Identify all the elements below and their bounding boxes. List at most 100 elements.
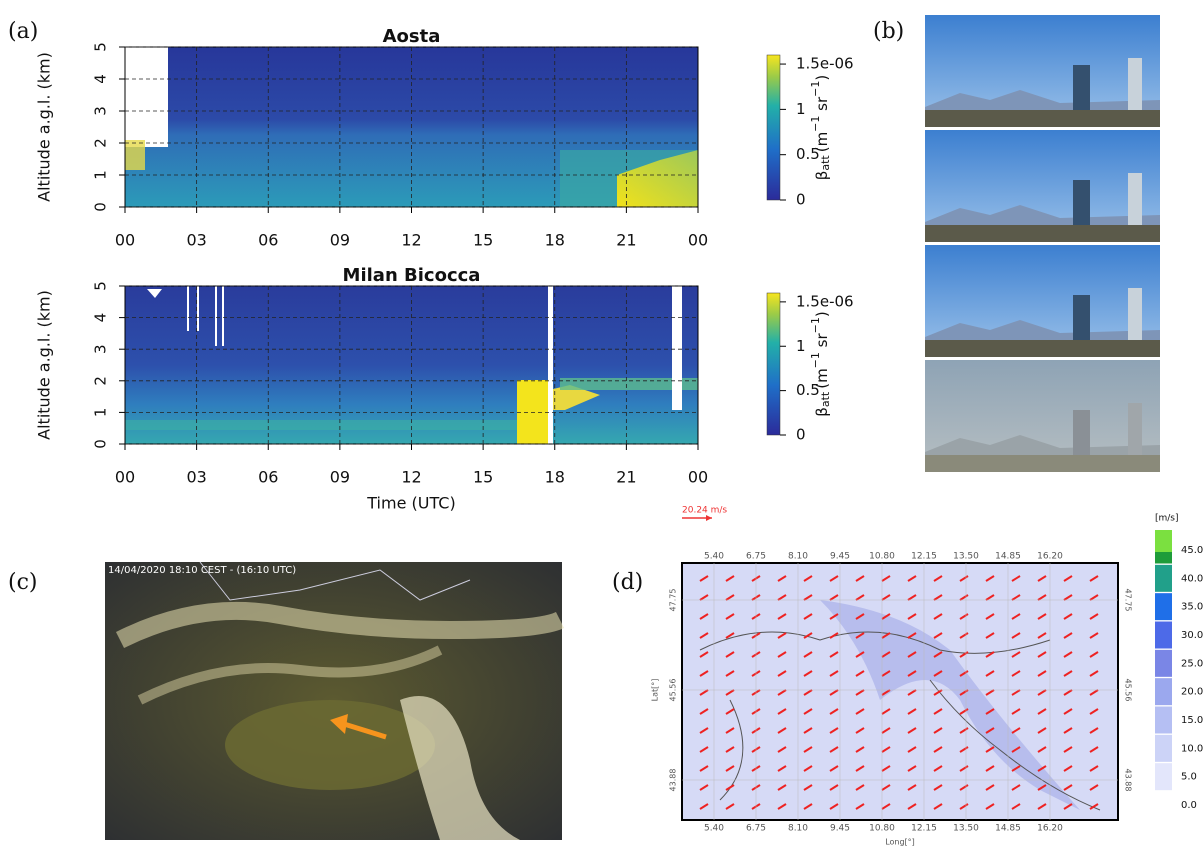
colorbar-tick-label: 40.0	[1181, 573, 1203, 584]
colorbar-tick-label: 0.0	[1181, 800, 1197, 811]
wind-arrow	[777, 613, 787, 620]
wind-arrow	[777, 784, 787, 791]
wind-arrow	[907, 765, 917, 772]
wind-arrow	[803, 746, 813, 753]
wind-arrow	[1063, 708, 1073, 715]
wind-arrow	[1089, 689, 1099, 696]
wind-arrow	[1037, 689, 1047, 696]
lat-tick-right: 45.56	[1124, 679, 1133, 702]
colorbar-tick-label: 0.5	[796, 381, 820, 399]
wind-arrow	[985, 632, 995, 639]
wind-arrow	[881, 803, 891, 810]
wind-arrow	[1011, 651, 1021, 658]
wind-arrow	[959, 651, 969, 658]
wind-arrow	[803, 765, 813, 772]
wind-arrow	[725, 613, 735, 620]
wind-arrow	[855, 708, 865, 715]
wind-arrow	[959, 727, 969, 734]
lon-tick-top: 9.45	[830, 552, 850, 562]
x-tick-label: 18	[545, 468, 565, 487]
text-part: sr	[813, 333, 831, 353]
wind-arrow	[881, 613, 891, 620]
wind-arrow	[777, 594, 787, 601]
colorbar-tick-label: 0.5	[796, 145, 820, 163]
wind-arrow	[1089, 765, 1099, 772]
wind-arrow	[959, 708, 969, 715]
wind-arrow	[881, 689, 891, 696]
wind-arrow	[829, 765, 839, 772]
wind-arrow	[829, 670, 839, 677]
x-tick-label: 21	[616, 468, 636, 487]
wind-arrow	[1037, 746, 1047, 753]
wind-arrow	[1089, 746, 1099, 753]
plot-title: Aosta	[383, 26, 441, 47]
wind-arrow	[777, 632, 787, 639]
text-part: −1	[809, 116, 822, 132]
text-part: att	[819, 391, 832, 407]
lon-tick-top: 6.75	[746, 552, 766, 562]
wind-arrow	[933, 651, 943, 658]
wind-arrow	[725, 651, 735, 658]
wind-arrow	[829, 651, 839, 658]
wind-arrow	[907, 746, 917, 753]
wind-arrow	[1063, 727, 1073, 734]
lon-tick-top: 10.80	[869, 552, 895, 562]
x-tick-label: 06	[258, 468, 278, 487]
y-tick-label: 0	[92, 439, 110, 449]
wind-arrow	[1011, 784, 1021, 791]
map-x-label: Long[°]	[885, 838, 915, 847]
wind-arrow	[699, 575, 709, 582]
x-tick-label: 15	[473, 468, 493, 487]
wind-arrow	[959, 765, 969, 772]
wind-arrow	[725, 803, 735, 810]
panel-label: (b)	[873, 19, 904, 44]
wind-arrow	[1011, 613, 1021, 620]
lon-tick-top: 5.40	[704, 552, 724, 562]
colorbar-box	[1155, 706, 1172, 734]
wind-arrow	[959, 632, 969, 639]
tower	[1073, 180, 1090, 232]
tower	[1128, 403, 1142, 463]
wind-arrow	[959, 689, 969, 696]
wind-arrow	[1089, 651, 1099, 658]
x-tick-label: 15	[473, 231, 493, 250]
wind-arrow	[881, 765, 891, 772]
wind-arrow	[699, 727, 709, 734]
lon-tick-top: 14.85	[995, 552, 1021, 562]
tower	[1073, 295, 1090, 347]
wind-arrow	[933, 803, 943, 810]
colorbar-tick-label: 45.0	[1181, 545, 1203, 556]
wind-arrow	[803, 594, 813, 601]
lon-tick-bottom: 6.75	[746, 824, 766, 834]
panel-label: (d)	[612, 570, 643, 595]
colorbar-box	[1155, 678, 1172, 706]
colorbar-tick-label: 0	[796, 426, 806, 444]
wind-arrow	[699, 803, 709, 810]
wind-arrow	[777, 670, 787, 677]
wind-arrow	[725, 746, 735, 753]
wind-arrow	[1089, 613, 1099, 620]
wind-arrow	[1011, 632, 1021, 639]
lat-tick-left: 47.75	[669, 589, 678, 612]
y-tick-label: 2	[92, 138, 110, 148]
wind-arrow	[1089, 784, 1099, 791]
wind-arrow	[985, 651, 995, 658]
wind-arrow	[985, 708, 995, 715]
wind-arrow	[1011, 575, 1021, 582]
wind-arrow	[855, 784, 865, 791]
colorbar-tick-label: 30.0	[1181, 630, 1203, 641]
wind-arrow	[803, 784, 813, 791]
lon-tick-top: 13.50	[953, 552, 979, 562]
wind-arrow	[907, 632, 917, 639]
wind-arrow	[933, 746, 943, 753]
plot-title: Milan Bicocca	[343, 265, 481, 286]
colorbar-tick-label: 1	[796, 337, 806, 355]
x-tick-label: 00	[688, 468, 708, 487]
colorbar-box	[1155, 530, 1172, 552]
colorbar-box	[1155, 564, 1172, 592]
lon-tick-bottom: 13.50	[953, 824, 979, 834]
wind-arrow	[1089, 632, 1099, 639]
wind-arrow	[933, 632, 943, 639]
wind-arrow	[907, 689, 917, 696]
text-part: att	[819, 155, 832, 171]
